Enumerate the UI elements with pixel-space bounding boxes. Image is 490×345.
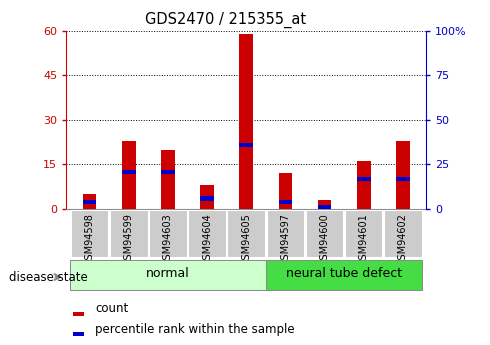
FancyBboxPatch shape xyxy=(266,260,422,290)
Text: GSM94601: GSM94601 xyxy=(359,213,368,266)
Bar xyxy=(83,200,97,204)
Bar xyxy=(357,161,370,209)
FancyBboxPatch shape xyxy=(306,210,343,257)
Bar xyxy=(122,141,136,209)
Text: GSM94599: GSM94599 xyxy=(124,213,134,266)
FancyBboxPatch shape xyxy=(110,210,147,257)
Bar xyxy=(357,177,370,181)
Text: disease state: disease state xyxy=(9,271,88,284)
Bar xyxy=(200,185,214,209)
Bar xyxy=(396,141,410,209)
FancyBboxPatch shape xyxy=(267,210,304,257)
FancyBboxPatch shape xyxy=(345,210,383,257)
FancyBboxPatch shape xyxy=(188,210,226,257)
Text: normal: normal xyxy=(146,267,190,280)
FancyBboxPatch shape xyxy=(149,210,187,257)
Text: GSM94598: GSM94598 xyxy=(85,213,95,266)
Text: GSM94604: GSM94604 xyxy=(202,213,212,266)
Text: GSM94600: GSM94600 xyxy=(319,213,329,266)
Bar xyxy=(396,177,410,181)
Text: percentile rank within the sample: percentile rank within the sample xyxy=(95,323,295,336)
Text: GDS2470 / 215355_at: GDS2470 / 215355_at xyxy=(145,12,306,28)
Text: GSM94603: GSM94603 xyxy=(163,213,173,266)
Bar xyxy=(74,312,84,316)
Bar xyxy=(278,173,292,209)
Text: neural tube defect: neural tube defect xyxy=(286,267,402,280)
Bar xyxy=(240,34,253,209)
Bar xyxy=(161,170,175,174)
FancyBboxPatch shape xyxy=(227,210,265,257)
Bar xyxy=(318,200,331,209)
Bar xyxy=(240,143,253,147)
Text: count: count xyxy=(95,302,128,315)
Text: GSM94602: GSM94602 xyxy=(398,213,408,266)
FancyBboxPatch shape xyxy=(71,210,108,257)
Bar xyxy=(318,205,331,209)
Bar xyxy=(83,194,97,209)
Text: GSM94605: GSM94605 xyxy=(241,213,251,266)
Bar xyxy=(200,196,214,201)
Bar xyxy=(74,332,84,336)
Text: GSM94597: GSM94597 xyxy=(280,213,291,266)
Bar xyxy=(122,170,136,174)
FancyBboxPatch shape xyxy=(70,260,266,290)
FancyBboxPatch shape xyxy=(384,210,421,257)
Bar xyxy=(161,149,175,209)
Bar xyxy=(278,200,292,204)
